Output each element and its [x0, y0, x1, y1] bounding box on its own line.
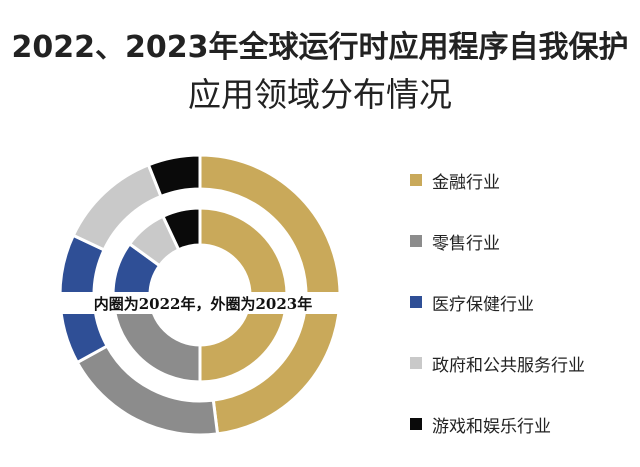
outer-ring-slice-1	[198, 153, 342, 436]
legend-label: 金融行业	[432, 172, 500, 193]
legend-item: 金融行业	[410, 165, 500, 195]
inner-ring-slice-5	[160, 206, 202, 252]
chart-title-line2: 应用领域分布情况	[188, 75, 452, 114]
legend-label: 游戏和娱乐行业	[432, 416, 551, 437]
legend-swatch	[410, 296, 422, 308]
legend-item: 政府和公共服务行业	[410, 348, 585, 378]
legend-item: 医疗保健行业	[410, 287, 534, 317]
legend-label: 医疗保健行业	[432, 294, 534, 315]
legend-item: 零售行业	[410, 226, 500, 256]
double-donut-chart	[58, 153, 342, 437]
legend-item: 游戏和娱乐行业	[410, 409, 551, 439]
legend-swatch	[410, 357, 422, 369]
legend-swatch	[410, 235, 422, 247]
legend-swatch	[410, 174, 422, 186]
inner-ring-2022	[111, 206, 289, 384]
legend-label: 零售行业	[432, 233, 500, 254]
outer-ring-2023	[58, 153, 342, 437]
chart-title-line1: 2022、2023年全球运行时应用程序自我保护	[11, 30, 629, 65]
legend-swatch	[410, 418, 422, 430]
inner-ring-slice-1	[198, 206, 289, 384]
legend-label: 政府和公共服务行业	[432, 355, 585, 376]
ring-annotation: 内圈为2022年，外圈为2023年	[48, 292, 358, 314]
outer-ring-slice-5	[146, 153, 202, 199]
